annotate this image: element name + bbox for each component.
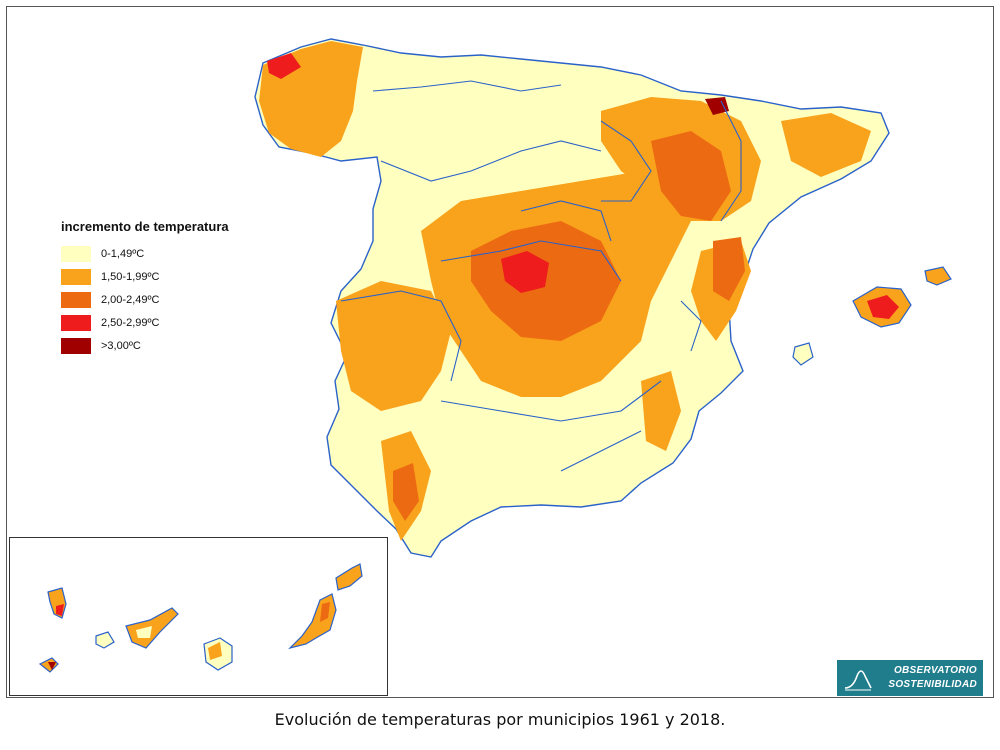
dark-orange-zone-valencia — [713, 237, 745, 301]
legend-title: incremento de temperatura — [61, 219, 229, 234]
legend-swatch — [61, 268, 91, 285]
chart-curve-icon — [844, 670, 872, 691]
legend-swatch — [61, 291, 91, 308]
legend-item: >3,00ºC — [61, 334, 229, 357]
spain-temperature-map — [254, 38, 952, 558]
orange-zone-murcia — [641, 371, 681, 451]
tenerife-island — [125, 607, 179, 649]
red-zone-madrid — [501, 251, 549, 293]
fuerteventura-dark — [320, 602, 330, 622]
logo-line-1: OBSERVATORIO — [893, 665, 977, 676]
fuerteventura-island — [288, 593, 337, 650]
gran-canaria-orange — [208, 642, 222, 660]
legend-item: 0-1,49ºC — [61, 242, 229, 265]
legend-label: >3,00ºC — [101, 339, 141, 352]
menorca-island — [924, 266, 952, 286]
logo-line-2: SOSTENIBILIDAD — [888, 679, 977, 690]
region-borders — [340, 80, 742, 472]
canary-islands-inset — [9, 537, 388, 696]
legend-label: 0-1,49ºC — [101, 247, 145, 260]
map-legend: incremento de temperatura 0-1,49ºC 1,50-… — [61, 219, 229, 357]
dark-orange-zone-guadalquivir — [393, 463, 419, 521]
canary-islands-map — [38, 563, 363, 673]
legend-swatch — [61, 337, 91, 354]
orange-zone-catalonia — [781, 113, 871, 177]
la-gomera-island — [95, 631, 115, 649]
legend-item: 2,00-2,49ºC — [61, 288, 229, 311]
legend-swatch — [61, 314, 91, 331]
mallorca-red-zone — [867, 295, 899, 319]
orange-zone-extremadura — [336, 281, 451, 411]
el-hierro-island — [38, 657, 59, 673]
la-palma-red-zone — [56, 604, 64, 616]
map-frame: incremento de temperatura 0-1,49ºC 1,50-… — [6, 6, 994, 698]
legend-item: 2,50-2,99ºC — [61, 311, 229, 334]
el-hierro-red-zone — [48, 662, 56, 670]
ibiza-island — [792, 342, 814, 366]
legend-label: 2,50-2,99ºC — [101, 316, 160, 329]
red-zone-navarra — [705, 97, 729, 115]
observatorio-logo: OBSERVATORIO SOSTENIBILIDAD — [837, 660, 983, 696]
legend-item: 1,50-1,99ºC — [61, 265, 229, 288]
lanzarote-island — [335, 563, 363, 591]
figure-caption: Evolución de temperaturas por municipios… — [274, 710, 726, 729]
red-zone-galicia — [267, 53, 301, 79]
legend-label: 2,00-2,49ºC — [101, 293, 160, 306]
tenerife-center — [136, 626, 152, 638]
dark-orange-zone-ebro — [651, 131, 731, 221]
legend-label: 1,50-1,99ºC — [101, 270, 160, 283]
legend-swatch — [61, 245, 91, 262]
